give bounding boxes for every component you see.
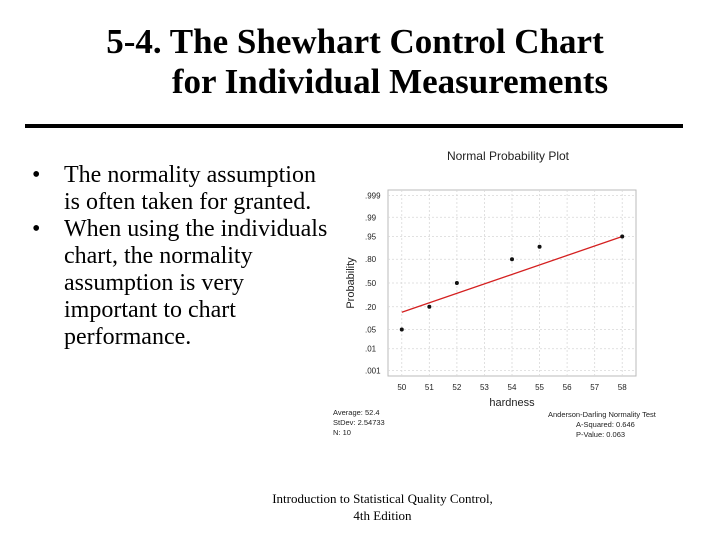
data-point [399, 327, 404, 332]
bullet-icon: • [32, 162, 41, 188]
fit-line [401, 235, 623, 313]
grid-lines [388, 190, 636, 376]
x-tick-label: 57 [590, 383, 599, 392]
y-axis-label: Probability [345, 257, 357, 309]
y-tick-label: .20 [365, 303, 377, 312]
x-tick-label: 54 [508, 383, 517, 392]
stat-a-squared: A-Squared: 0.646 [576, 420, 635, 429]
y-tick-label: .95 [365, 233, 377, 242]
bullet-item: • When using the individuals chart, the n… [30, 216, 330, 351]
y-tick-label: .50 [365, 279, 377, 288]
data-point [537, 244, 542, 249]
x-tick-label: 51 [425, 383, 434, 392]
data-point [427, 304, 432, 309]
y-tick-label: .80 [365, 255, 377, 264]
x-tick-label: 53 [480, 383, 489, 392]
y-tick-label: .01 [365, 345, 377, 354]
y-tick-label: .99 [365, 213, 377, 222]
footer-line-1: Introduction to Statistical Quality Cont… [272, 491, 493, 506]
bullet-list: • The normality assumption is often taken… [30, 162, 330, 351]
y-tick-label: .999 [365, 192, 381, 201]
data-point [454, 281, 459, 285]
y-tick-label: .05 [365, 325, 377, 334]
title-divider [25, 124, 683, 128]
stat-average: Average: 52.4 [333, 408, 380, 417]
x-axis-label: hardness [489, 397, 535, 409]
bullet-text: The normality assumption is often taken … [64, 162, 316, 215]
slide-title: 5-4. The Shewhart Control Chart for Indi… [0, 22, 720, 102]
footer-citation: Introduction to Statistical Quality Cont… [220, 490, 545, 524]
x-tick-label: 55 [535, 383, 544, 392]
stats-left: Average: 52.4 StDev: 2.54733 N: 10 [333, 408, 385, 437]
bullet-icon: • [32, 216, 41, 242]
y-tick-labels: .999 .99 .95 .80 .50 .20 .05 .01 .001 [365, 192, 381, 376]
title-line-2: for Individual Measurements [171, 62, 609, 101]
data-point [510, 257, 514, 262]
x-tick-label: 52 [452, 383, 461, 392]
stat-test-name: Anderson-Darling Normality Test [548, 410, 657, 419]
stats-right: Anderson-Darling Normality Test A-Square… [548, 410, 657, 439]
stat-p-value: P-Value: 0.063 [576, 430, 625, 439]
title-line-1: 5-4. The Shewhart Control Chart [106, 22, 604, 61]
x-tick-label: 56 [563, 383, 572, 392]
stat-n: N: 10 [333, 428, 351, 437]
x-tick-label: 58 [618, 383, 627, 392]
stat-stdev: StDev: 2.54733 [333, 418, 385, 427]
data-points [399, 234, 625, 332]
data-point [620, 234, 625, 239]
x-tick-labels: 50 51 52 53 54 55 56 57 58 [397, 383, 627, 392]
chart-title: Normal Probability Plot [447, 149, 570, 163]
normal-probability-plot: Normal Probability Plot .999 .99 .95 .80 .50… [333, 149, 657, 439]
bullet-text: When using the individuals chart, the no… [64, 216, 328, 350]
y-tick-label: .001 [365, 366, 381, 375]
footer-line-2: 4th Edition [353, 508, 412, 523]
bullet-item: • The normality assumption is often taken… [30, 162, 330, 216]
x-tick-label: 50 [397, 383, 406, 392]
